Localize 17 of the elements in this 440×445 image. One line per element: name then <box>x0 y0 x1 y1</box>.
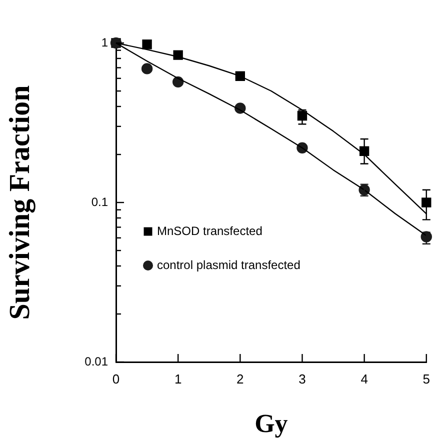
x-tick-label: 5 <box>422 371 430 386</box>
legend-label: control plasmid transfected <box>157 258 300 272</box>
point <box>141 63 153 74</box>
legend-label: MnSOD transfected <box>157 224 262 238</box>
y-axis-title: Surviving Fraction <box>4 85 36 320</box>
x-tick-label: 3 <box>298 371 306 386</box>
x-tick-label: 4 <box>360 371 368 386</box>
point <box>173 50 183 60</box>
y-tick-label: 0.1 <box>91 194 108 209</box>
x-axis-title: Gy <box>254 409 288 438</box>
x-tick-label: 2 <box>236 371 244 386</box>
x-tick-label: 1 <box>174 371 182 386</box>
point <box>142 40 152 50</box>
y-tick-label: 1 <box>101 35 108 50</box>
point <box>422 198 432 208</box>
x-tick-label: 0 <box>112 371 120 386</box>
y-tick-label: 0.01 <box>84 354 108 368</box>
